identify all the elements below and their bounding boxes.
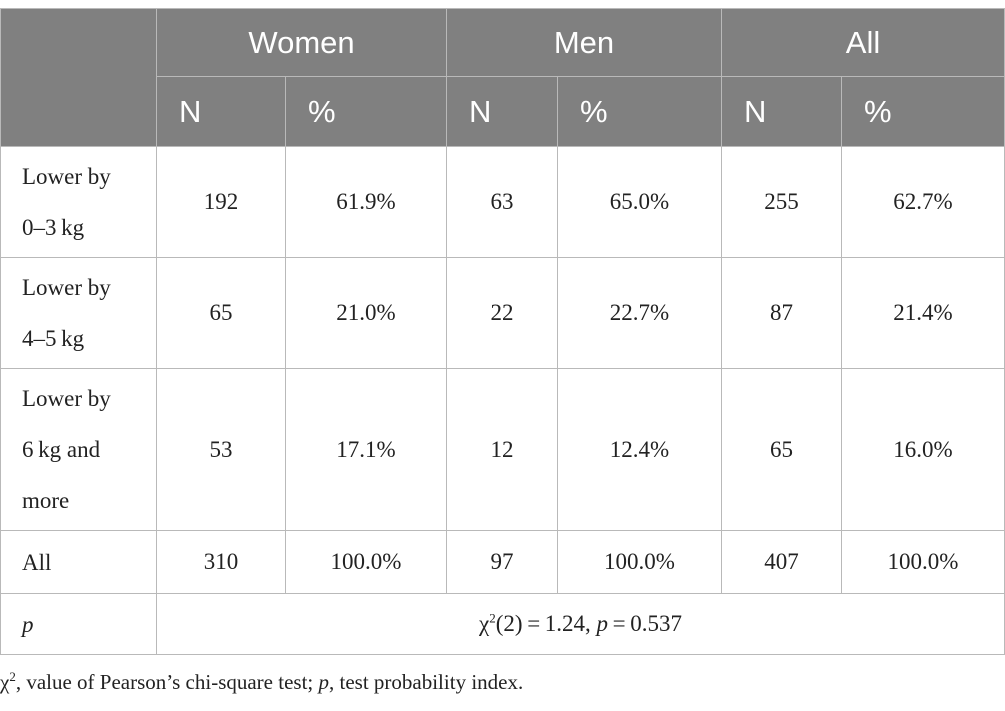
footnote-chi: χ <box>0 670 10 694</box>
p-value: = 0.537 <box>608 611 682 636</box>
table-cell: 255 <box>721 146 842 258</box>
header-all: All <box>720 8 1005 77</box>
chi-stat: (2) = 1.24, <box>495 611 597 636</box>
table-row: Lower by 6 kg and more 53 17.1% 12 12.4% 6… <box>0 368 1005 531</box>
row-label-line: 4–5 kg <box>22 326 85 351</box>
table-cell: 22.7% <box>557 257 722 369</box>
table-cell: 61.9% <box>285 146 447 258</box>
table-cell: 22 <box>446 257 558 369</box>
row-label-line: 0–3 kg <box>22 215 85 240</box>
footnote-sup: 2 <box>9 669 16 684</box>
table-cell: 192 <box>156 146 286 258</box>
table-cell: 63 <box>446 146 558 258</box>
table-cell: 100.0% <box>557 530 722 594</box>
chi-superscript: 2 <box>489 610 496 626</box>
row-label-line: more <box>22 488 70 513</box>
table-cell: 100.0% <box>840 530 1005 594</box>
row-label: Lower by 6 kg and more <box>0 368 157 531</box>
row-label-line: Lower by <box>22 275 111 300</box>
header-all-n: N <box>721 76 842 147</box>
table-cell: 97 <box>446 530 558 594</box>
header-row-sub: N % N % N % <box>1 76 1005 147</box>
table-cell: 65.0% <box>557 146 722 258</box>
p-row-label: p <box>0 593 157 655</box>
row-label: All <box>0 530 157 594</box>
table-cell: 65 <box>156 257 286 369</box>
table-row-p: p χ2(2) = 1.24, p = 0.537 <box>0 593 1005 655</box>
chi-symbol: χ <box>479 611 490 636</box>
row-label: Lower by 0–3 kg <box>0 146 157 258</box>
chi-square-result: χ2(2) = 1.24, p = 0.537 <box>155 593 1005 655</box>
row-label-line: Lower by <box>22 386 111 411</box>
table-cell: 12 <box>446 368 558 531</box>
results-table: Women Men All N % N % N % Lower by 0–3 kg… <box>0 8 1005 655</box>
header-men-pct: % <box>557 76 722 147</box>
table-cell: 65 <box>721 368 842 531</box>
table-cell: 21.0% <box>285 257 447 369</box>
table-row-total: All 310 100.0% 97 100.0% 407 100.0% <box>0 530 1005 594</box>
footnote-text-2: , test probability index. <box>329 670 524 694</box>
header-men: Men <box>446 8 722 77</box>
table-cell: 12.4% <box>557 368 722 531</box>
header-women-n: N <box>156 76 286 147</box>
table-cell: 407 <box>721 530 842 594</box>
header-women-pct: % <box>285 76 447 147</box>
table-row: Lower by 4–5 kg 65 21.0% 22 22.7% 87 21.4… <box>0 257 1005 369</box>
table-cell: 310 <box>156 530 286 594</box>
row-label: Lower by 4–5 kg <box>0 257 157 369</box>
table-cell: 53 <box>156 368 286 531</box>
table-cell: 87 <box>721 257 842 369</box>
row-label-line: 6 kg and <box>22 437 101 462</box>
table-cell: 16.0% <box>840 368 1005 531</box>
table-footnote: χ2, value of Pearson’s chi-square test; … <box>0 670 523 695</box>
p-symbol: p <box>596 611 609 636</box>
table-cell: 62.7% <box>840 146 1005 258</box>
header-women: Women <box>156 8 447 77</box>
row-label-line: Lower by <box>22 164 111 189</box>
footnote-p: p <box>318 670 330 694</box>
header-corner-cell <box>0 8 157 147</box>
table-cell: 21.4% <box>840 257 1005 369</box>
table-cell: 100.0% <box>285 530 447 594</box>
header-all-pct: % <box>840 76 1005 147</box>
header-row-groups: Women Men All <box>0 8 1005 147</box>
footnote-text-1: , value of Pearson’s chi-square test; <box>15 670 319 694</box>
table-row: Lower by 0–3 kg 192 61.9% 63 65.0% 255 62… <box>0 146 1005 258</box>
header-men-n: N <box>446 76 558 147</box>
table-cell: 17.1% <box>285 368 447 531</box>
